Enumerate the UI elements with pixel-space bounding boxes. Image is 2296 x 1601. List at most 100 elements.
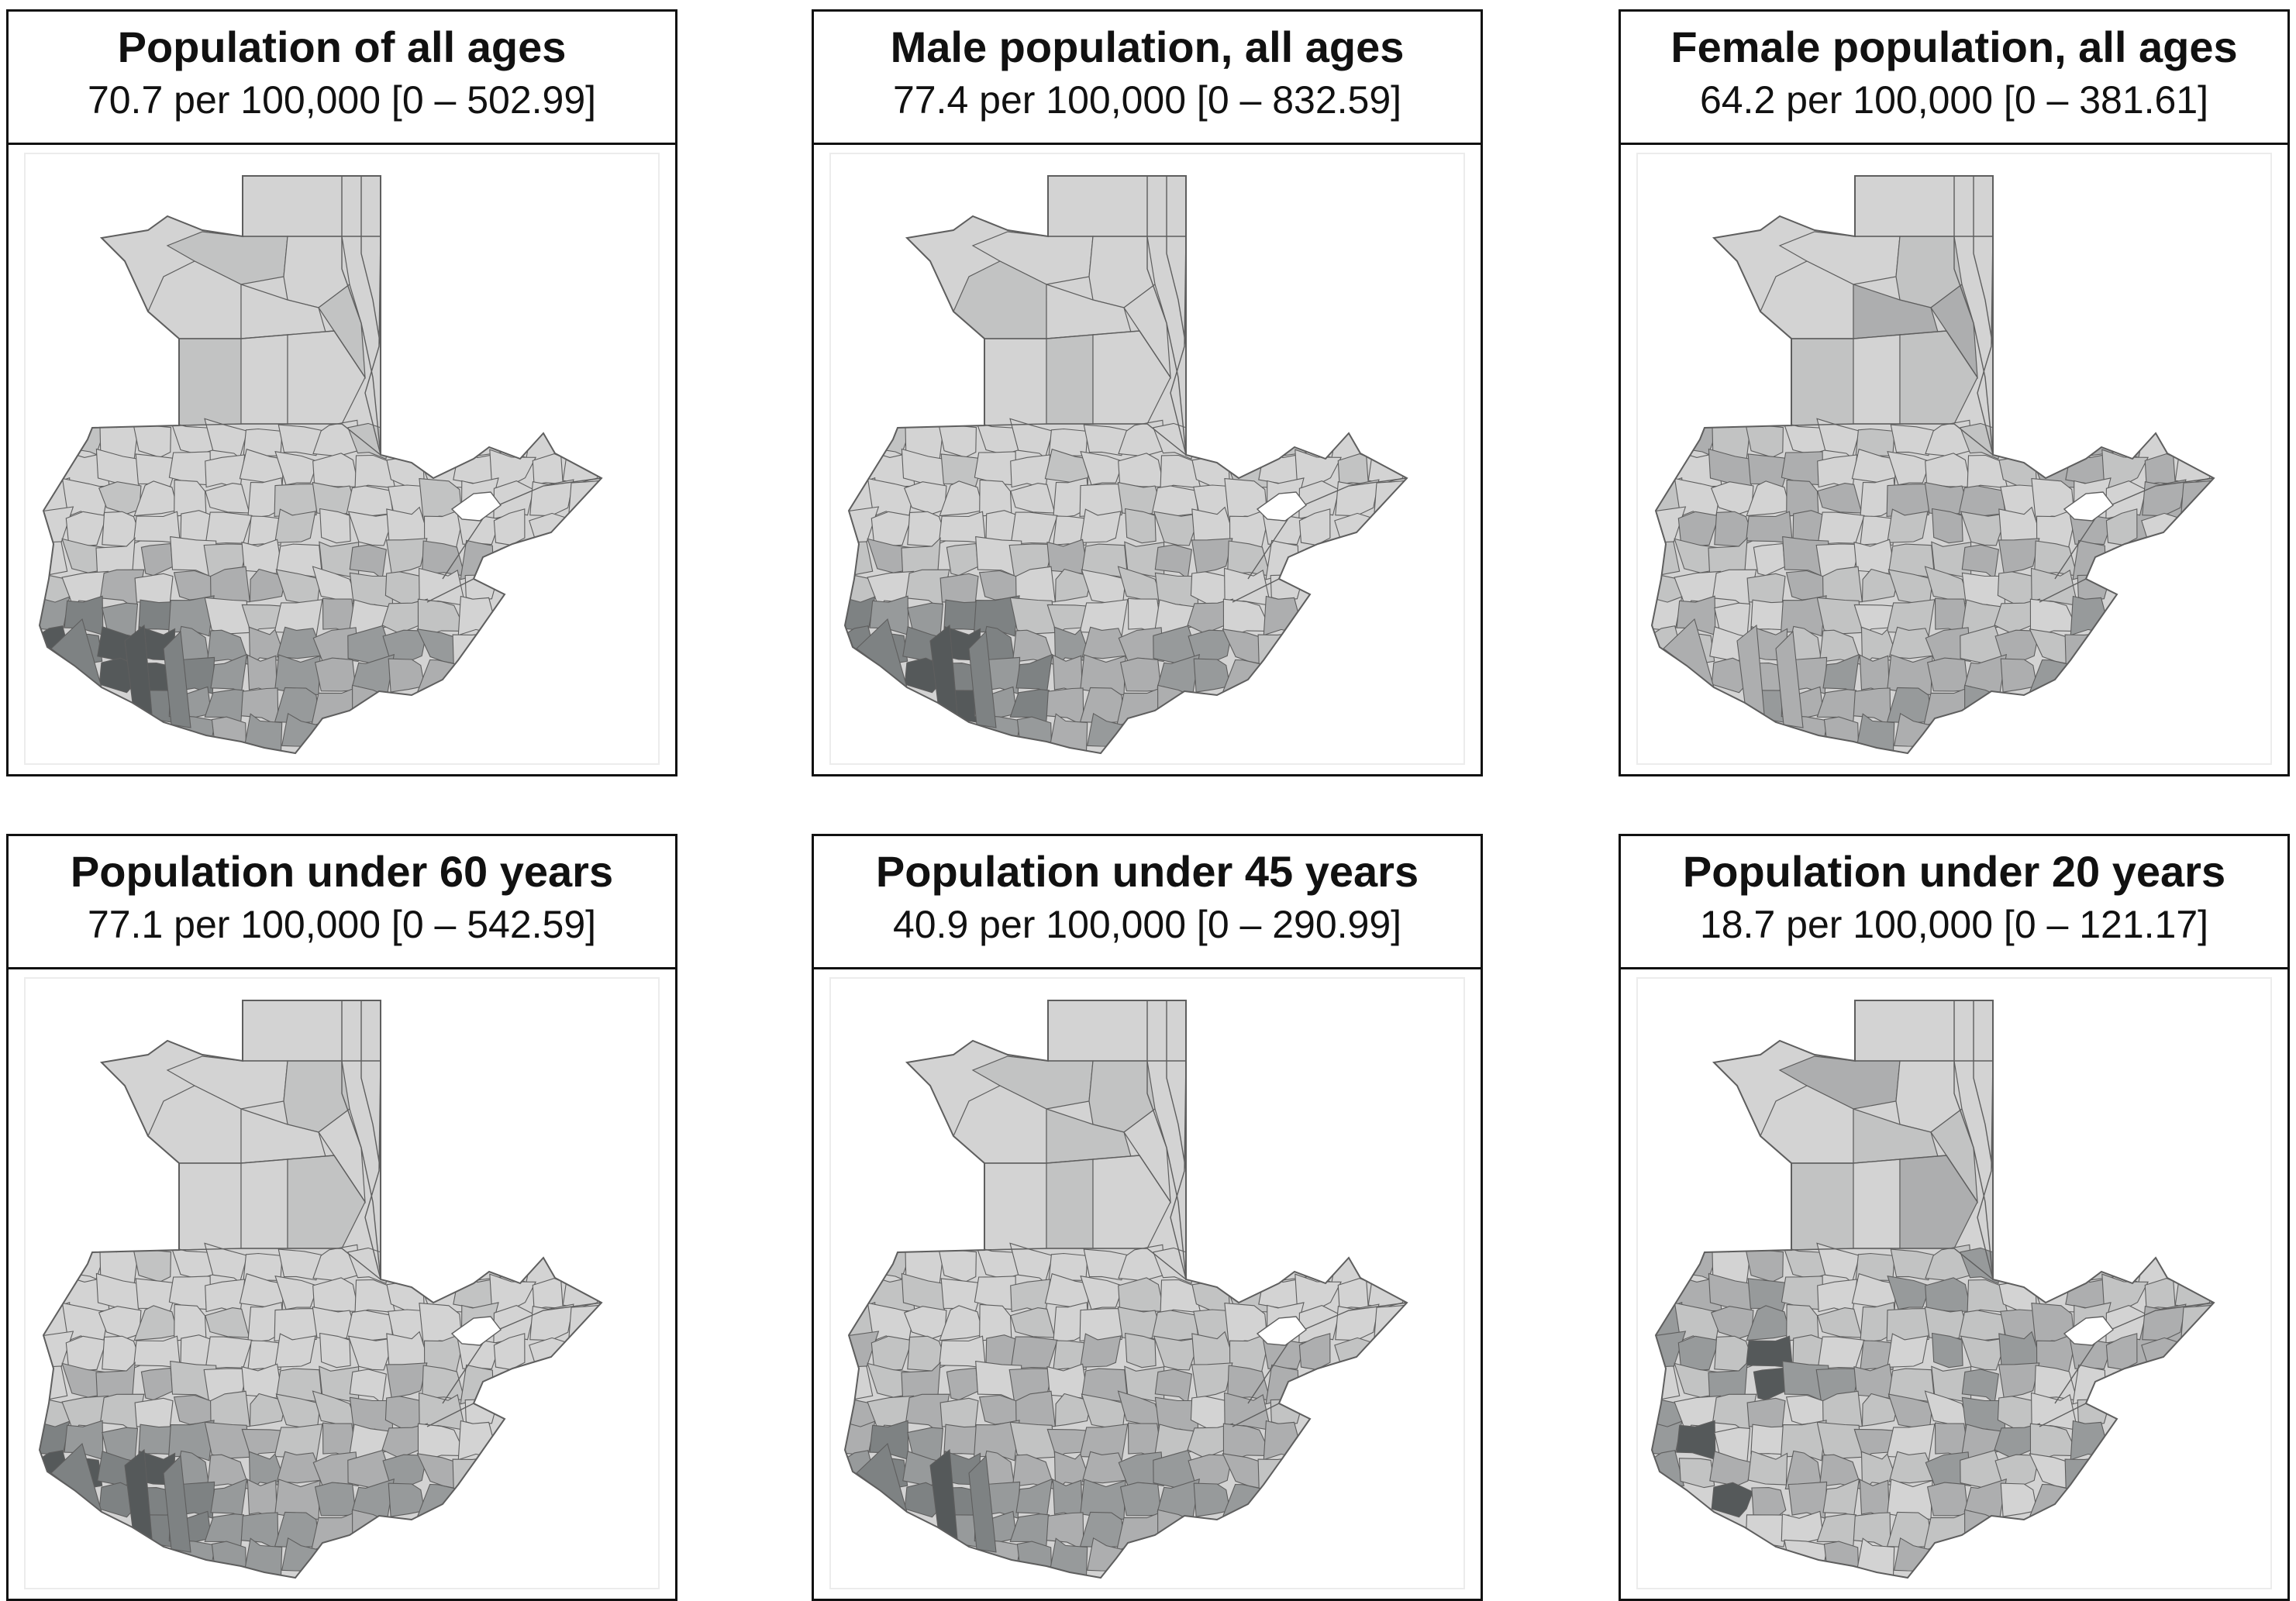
panel-title: Male population, all ages — [890, 22, 1405, 71]
municipality-region — [1151, 1310, 1199, 1342]
municipality-region — [1123, 284, 1171, 380]
municipality-region — [529, 1303, 574, 1341]
municipality-region — [1886, 484, 1930, 517]
municipality-region — [493, 508, 526, 546]
municipality-region — [319, 1332, 351, 1369]
panel-title: Population under 20 years — [1682, 847, 2226, 896]
map-area — [1621, 969, 2287, 1599]
municipality-region — [2105, 1333, 2138, 1370]
department-boundary — [179, 1155, 366, 1203]
municipality-region — [1747, 1450, 1788, 1486]
department-boundary — [442, 1302, 602, 1404]
municipality-region — [1016, 1541, 1053, 1578]
municipality-region — [1046, 334, 1094, 425]
municipality-region — [1123, 1108, 1171, 1204]
municipality-region — [567, 479, 602, 520]
municipality-region — [1958, 485, 2006, 518]
municipality-region — [1678, 1458, 1715, 1489]
municipality-region — [274, 484, 318, 517]
department-boundary — [1791, 330, 1978, 378]
municipality-region — [1335, 479, 1380, 517]
panel-header: Male population, all ages 77.4 per 100,0… — [814, 12, 1481, 145]
department-boundary — [426, 578, 474, 603]
municipality-region — [178, 1162, 242, 1251]
municipality-region — [1016, 716, 1053, 753]
municipality-region — [1125, 1332, 1157, 1369]
municipality-region — [452, 631, 502, 668]
department-boundary — [1247, 1302, 1408, 1404]
municipality-region — [1009, 1421, 1056, 1459]
municipality-region — [1853, 334, 1901, 425]
municipality-region — [274, 1308, 318, 1341]
panel-subtitle: 70.7 per 100,000 [0 – 502.99] — [87, 78, 597, 122]
municipality-region — [939, 1397, 979, 1428]
department-boundary — [426, 1403, 474, 1427]
municipality-region — [1079, 1308, 1123, 1341]
municipality-region — [318, 1108, 366, 1204]
municipality-region — [1932, 1332, 1963, 1369]
map-area — [9, 969, 675, 1599]
municipality-layer — [40, 231, 602, 753]
municipality-region — [1930, 1108, 1978, 1204]
municipality-region — [318, 284, 366, 380]
department-boundary — [360, 176, 381, 347]
municipality-region — [178, 338, 242, 426]
municipality-region — [460, 539, 494, 580]
municipality-region — [1932, 508, 1963, 544]
municipality-region — [1823, 716, 1860, 753]
municipality-region — [1816, 1421, 1863, 1459]
map-panel: Male population, all ages 77.4 per 100,0… — [812, 9, 1483, 776]
municipality-region — [1298, 508, 1331, 546]
municipality-layer — [845, 1055, 1407, 1578]
municipality-region — [943, 599, 977, 631]
country-outline — [843, 1000, 1408, 1579]
map-frame — [1636, 977, 2272, 1589]
department-boundary — [984, 330, 1171, 378]
municipality-region — [163, 630, 191, 728]
map-panel: Population under 20 years 18.7 per 100,0… — [1619, 834, 2290, 1601]
municipality-region — [968, 1455, 997, 1553]
choropleth-map — [843, 175, 1408, 755]
department-boundary — [178, 423, 381, 456]
municipality-region — [1930, 284, 1978, 380]
municipality-region — [1746, 1397, 1786, 1428]
municipality-region — [278, 424, 325, 456]
panel-header: Population under 60 years 77.1 per 100,0… — [9, 836, 675, 969]
municipality-region — [2142, 1303, 2187, 1341]
map-panel: Population under 60 years 77.1 per 100,0… — [6, 834, 677, 1601]
municipality-region — [240, 334, 288, 425]
municipality-region — [529, 479, 574, 517]
municipality-region — [314, 657, 357, 692]
municipality-region — [1257, 631, 1307, 668]
country-outline — [1650, 1000, 2215, 1579]
map-area — [9, 145, 675, 774]
municipality-region — [2105, 508, 2138, 546]
panel-subtitle: 77.4 per 100,000 [0 – 832.59] — [892, 78, 1402, 122]
map-panel: Population under 45 years 40.9 per 100,0… — [812, 834, 1483, 1601]
panel-subtitle: 64.2 per 100,000 [0 – 381.61] — [1699, 78, 2209, 122]
department-boundary — [1247, 477, 1408, 580]
municipality-region — [978, 1394, 1019, 1425]
municipality-layer — [1652, 231, 2214, 753]
municipality-region — [40, 1420, 71, 1458]
department-boundary — [341, 1000, 381, 1280]
choropleth-map — [38, 175, 603, 755]
panel-header: Population of all ages 70.7 per 100,000 … — [9, 12, 675, 145]
lake-izabal — [450, 491, 502, 522]
lake-izabal — [450, 1316, 502, 1346]
municipality-region — [1823, 1541, 1860, 1578]
municipality-region — [984, 1162, 1047, 1251]
department-boundary — [1791, 423, 1994, 456]
map-panel: Population of all ages 70.7 per 100,000 … — [6, 9, 677, 776]
municipality-layer — [845, 231, 1407, 753]
department-boundary — [2054, 1302, 2215, 1404]
municipality-region — [1785, 1394, 1825, 1425]
municipality-region — [40, 595, 71, 633]
municipality-region — [173, 1394, 213, 1425]
municipality-region — [204, 597, 250, 635]
panel-title: Population of all ages — [117, 22, 567, 71]
municipality-region — [204, 1421, 250, 1459]
department-boundary — [1953, 176, 1994, 456]
municipality-region — [1151, 485, 1199, 518]
choropleth-map — [843, 1000, 1408, 1579]
